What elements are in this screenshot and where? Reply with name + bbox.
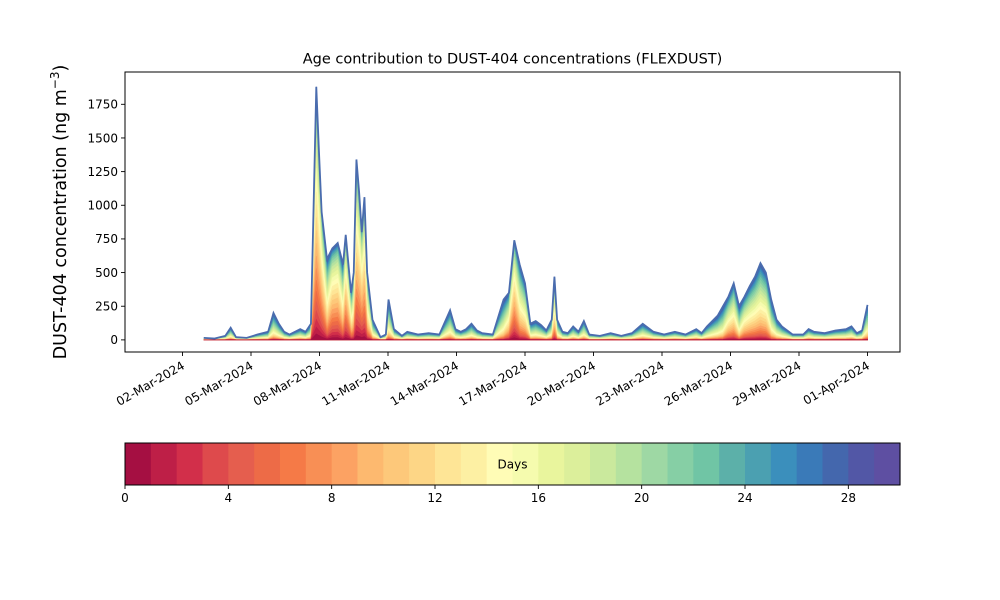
- colorbar-segment: [486, 443, 514, 485]
- x-tick-label: 05-Mar-2024: [182, 358, 255, 408]
- colorbar-segment: [409, 443, 436, 485]
- x-tick-label: 02-Mar-2024: [114, 358, 187, 408]
- colorbar-segment: [667, 443, 694, 485]
- y-tick-label: 1250: [87, 165, 118, 179]
- colorbar-segment: [564, 443, 591, 485]
- y-tick-label: 500: [95, 266, 118, 280]
- y-tick-label: 750: [95, 232, 118, 246]
- age-band-area: [203, 168, 868, 341]
- colorbar-segment: [228, 443, 255, 485]
- colorbar-segment: [693, 443, 720, 485]
- total-concentration-line: [203, 86, 869, 340]
- x-tick-label: 01-Apr-2024: [801, 358, 872, 407]
- colorbar-segment: [874, 443, 901, 485]
- y-axis-label-sup: −3: [48, 71, 62, 89]
- colorbar-segment: [538, 443, 565, 485]
- chart-title: Age contribution to DUST-404 concentrati…: [303, 52, 723, 68]
- colorbar-segment: [512, 443, 539, 485]
- y-axis-label-close: ): [51, 65, 71, 72]
- stacked-age-areas: [203, 86, 869, 341]
- colorbar-segment: [331, 443, 359, 485]
- colorbar-segment: [357, 443, 384, 485]
- colorbar-segment: [822, 443, 849, 485]
- x-tick-label: 26-Mar-2024: [662, 358, 735, 408]
- colorbar-segment: [435, 443, 462, 485]
- colorbar-segment: [383, 443, 410, 485]
- x-tick-label: 08-Mar-2024: [251, 358, 324, 408]
- x-tick-label: 17-Mar-2024: [456, 358, 529, 408]
- y-tick-label: 1500: [87, 131, 118, 145]
- colorbar-label: Days: [498, 458, 528, 472]
- colorbar-tick-label: 16: [531, 491, 546, 505]
- colorbar-segment: [615, 443, 643, 485]
- colorbar-segment: [176, 443, 204, 485]
- colorbar-segment: [719, 443, 746, 485]
- y-tick-label: 250: [95, 300, 118, 314]
- colorbar-segment: [280, 443, 307, 485]
- age-band-area: [203, 157, 868, 341]
- colorbar-tick-label: 28: [841, 491, 856, 505]
- colorbar-segment: [745, 443, 772, 485]
- colorbar-segment: [254, 443, 281, 485]
- colorbar-tick-label: 8: [328, 491, 336, 505]
- colorbar-segment: [796, 443, 824, 485]
- x-tick-label: 20-Mar-2024: [525, 358, 598, 408]
- colorbar-frame: [124, 442, 901, 486]
- colorbar: Days 0 4 8 12 16 20 24 28: [121, 442, 901, 505]
- colorbar-segment: [848, 443, 875, 485]
- colorbar-tick-label: 24: [737, 491, 752, 505]
- age-band-area: [203, 333, 868, 341]
- x-tick-label: 29-Mar-2024: [730, 358, 803, 408]
- colorbar-segment: [641, 443, 669, 485]
- colorbar-segment: [305, 443, 333, 485]
- y-axis-label: DUST-404 concentration (ng m−3): [48, 65, 71, 360]
- colorbar-segment: [125, 443, 152, 485]
- y-axis: 0 250 500 750 1000 1250 1500 1750: [87, 98, 125, 347]
- colorbar-tick-label: 4: [225, 491, 233, 505]
- y-axis-label-main: DUST-404 concentration (ng m: [51, 89, 71, 359]
- y-tick-label: 1000: [87, 199, 118, 213]
- plot-frame: [124, 71, 901, 353]
- x-tick-label: 11-Mar-2024: [319, 358, 392, 408]
- colorbar-segment: [460, 443, 488, 485]
- colorbar-tick-label: 20: [634, 491, 649, 505]
- x-tick-label: 23-Mar-2024: [593, 358, 666, 408]
- colorbar-segment: [202, 443, 229, 485]
- colorbar-segment: [590, 443, 617, 485]
- colorbar-segment: [150, 443, 178, 485]
- colorbar-segment: [770, 443, 798, 485]
- x-tick-label: 14-Mar-2024: [388, 358, 461, 408]
- y-tick-label: 1750: [87, 98, 118, 112]
- x-axis: 02-Mar-202405-Mar-202408-Mar-202411-Mar-…: [114, 352, 872, 409]
- colorbar-tick-label: 12: [427, 491, 442, 505]
- colorbar-tick-label: 0: [121, 491, 129, 505]
- y-tick-label: 0: [110, 333, 118, 347]
